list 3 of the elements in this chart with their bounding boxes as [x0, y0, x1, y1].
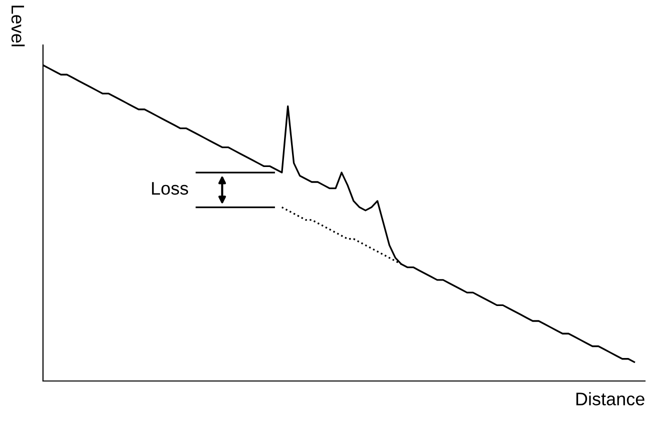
x-axis-title: Distance [576, 392, 644, 406]
y-axis-title: Level [11, 6, 25, 46]
annotation: Loss [152, 182, 188, 195]
